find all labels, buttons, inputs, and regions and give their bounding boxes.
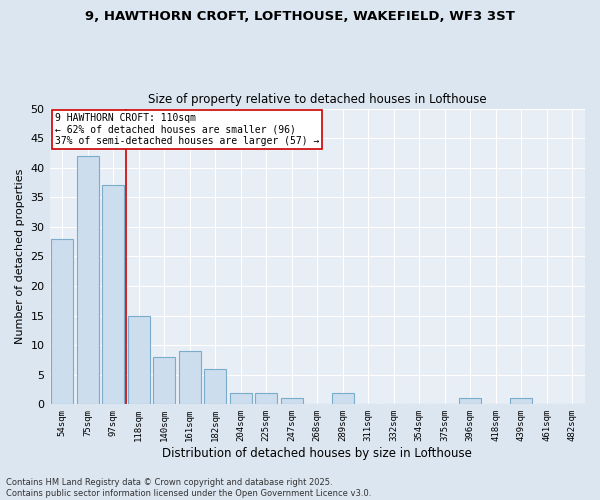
Bar	[154, 357, 175, 405]
Bar	[103, 186, 124, 404]
Bar	[511, 398, 532, 404]
Text: Contains HM Land Registry data © Crown copyright and database right 2025.
Contai: Contains HM Land Registry data © Crown c…	[6, 478, 371, 498]
Bar	[256, 392, 277, 404]
Bar	[205, 369, 226, 404]
Bar	[179, 351, 200, 405]
Bar	[52, 238, 73, 404]
Bar	[230, 392, 251, 404]
Text: 9, HAWTHORN CROFT, LOFTHOUSE, WAKEFIELD, WF3 3ST: 9, HAWTHORN CROFT, LOFTHOUSE, WAKEFIELD,…	[85, 10, 515, 23]
Y-axis label: Number of detached properties: Number of detached properties	[15, 169, 25, 344]
Bar	[77, 156, 98, 404]
Bar	[281, 398, 302, 404]
Bar	[460, 398, 481, 404]
Title: Size of property relative to detached houses in Lofthouse: Size of property relative to detached ho…	[148, 93, 487, 106]
Bar	[332, 392, 353, 404]
X-axis label: Distribution of detached houses by size in Lofthouse: Distribution of detached houses by size …	[163, 447, 472, 460]
Bar	[128, 316, 149, 404]
Text: 9 HAWTHORN CROFT: 110sqm
← 62% of detached houses are smaller (96)
37% of semi-d: 9 HAWTHORN CROFT: 110sqm ← 62% of detach…	[55, 113, 319, 146]
